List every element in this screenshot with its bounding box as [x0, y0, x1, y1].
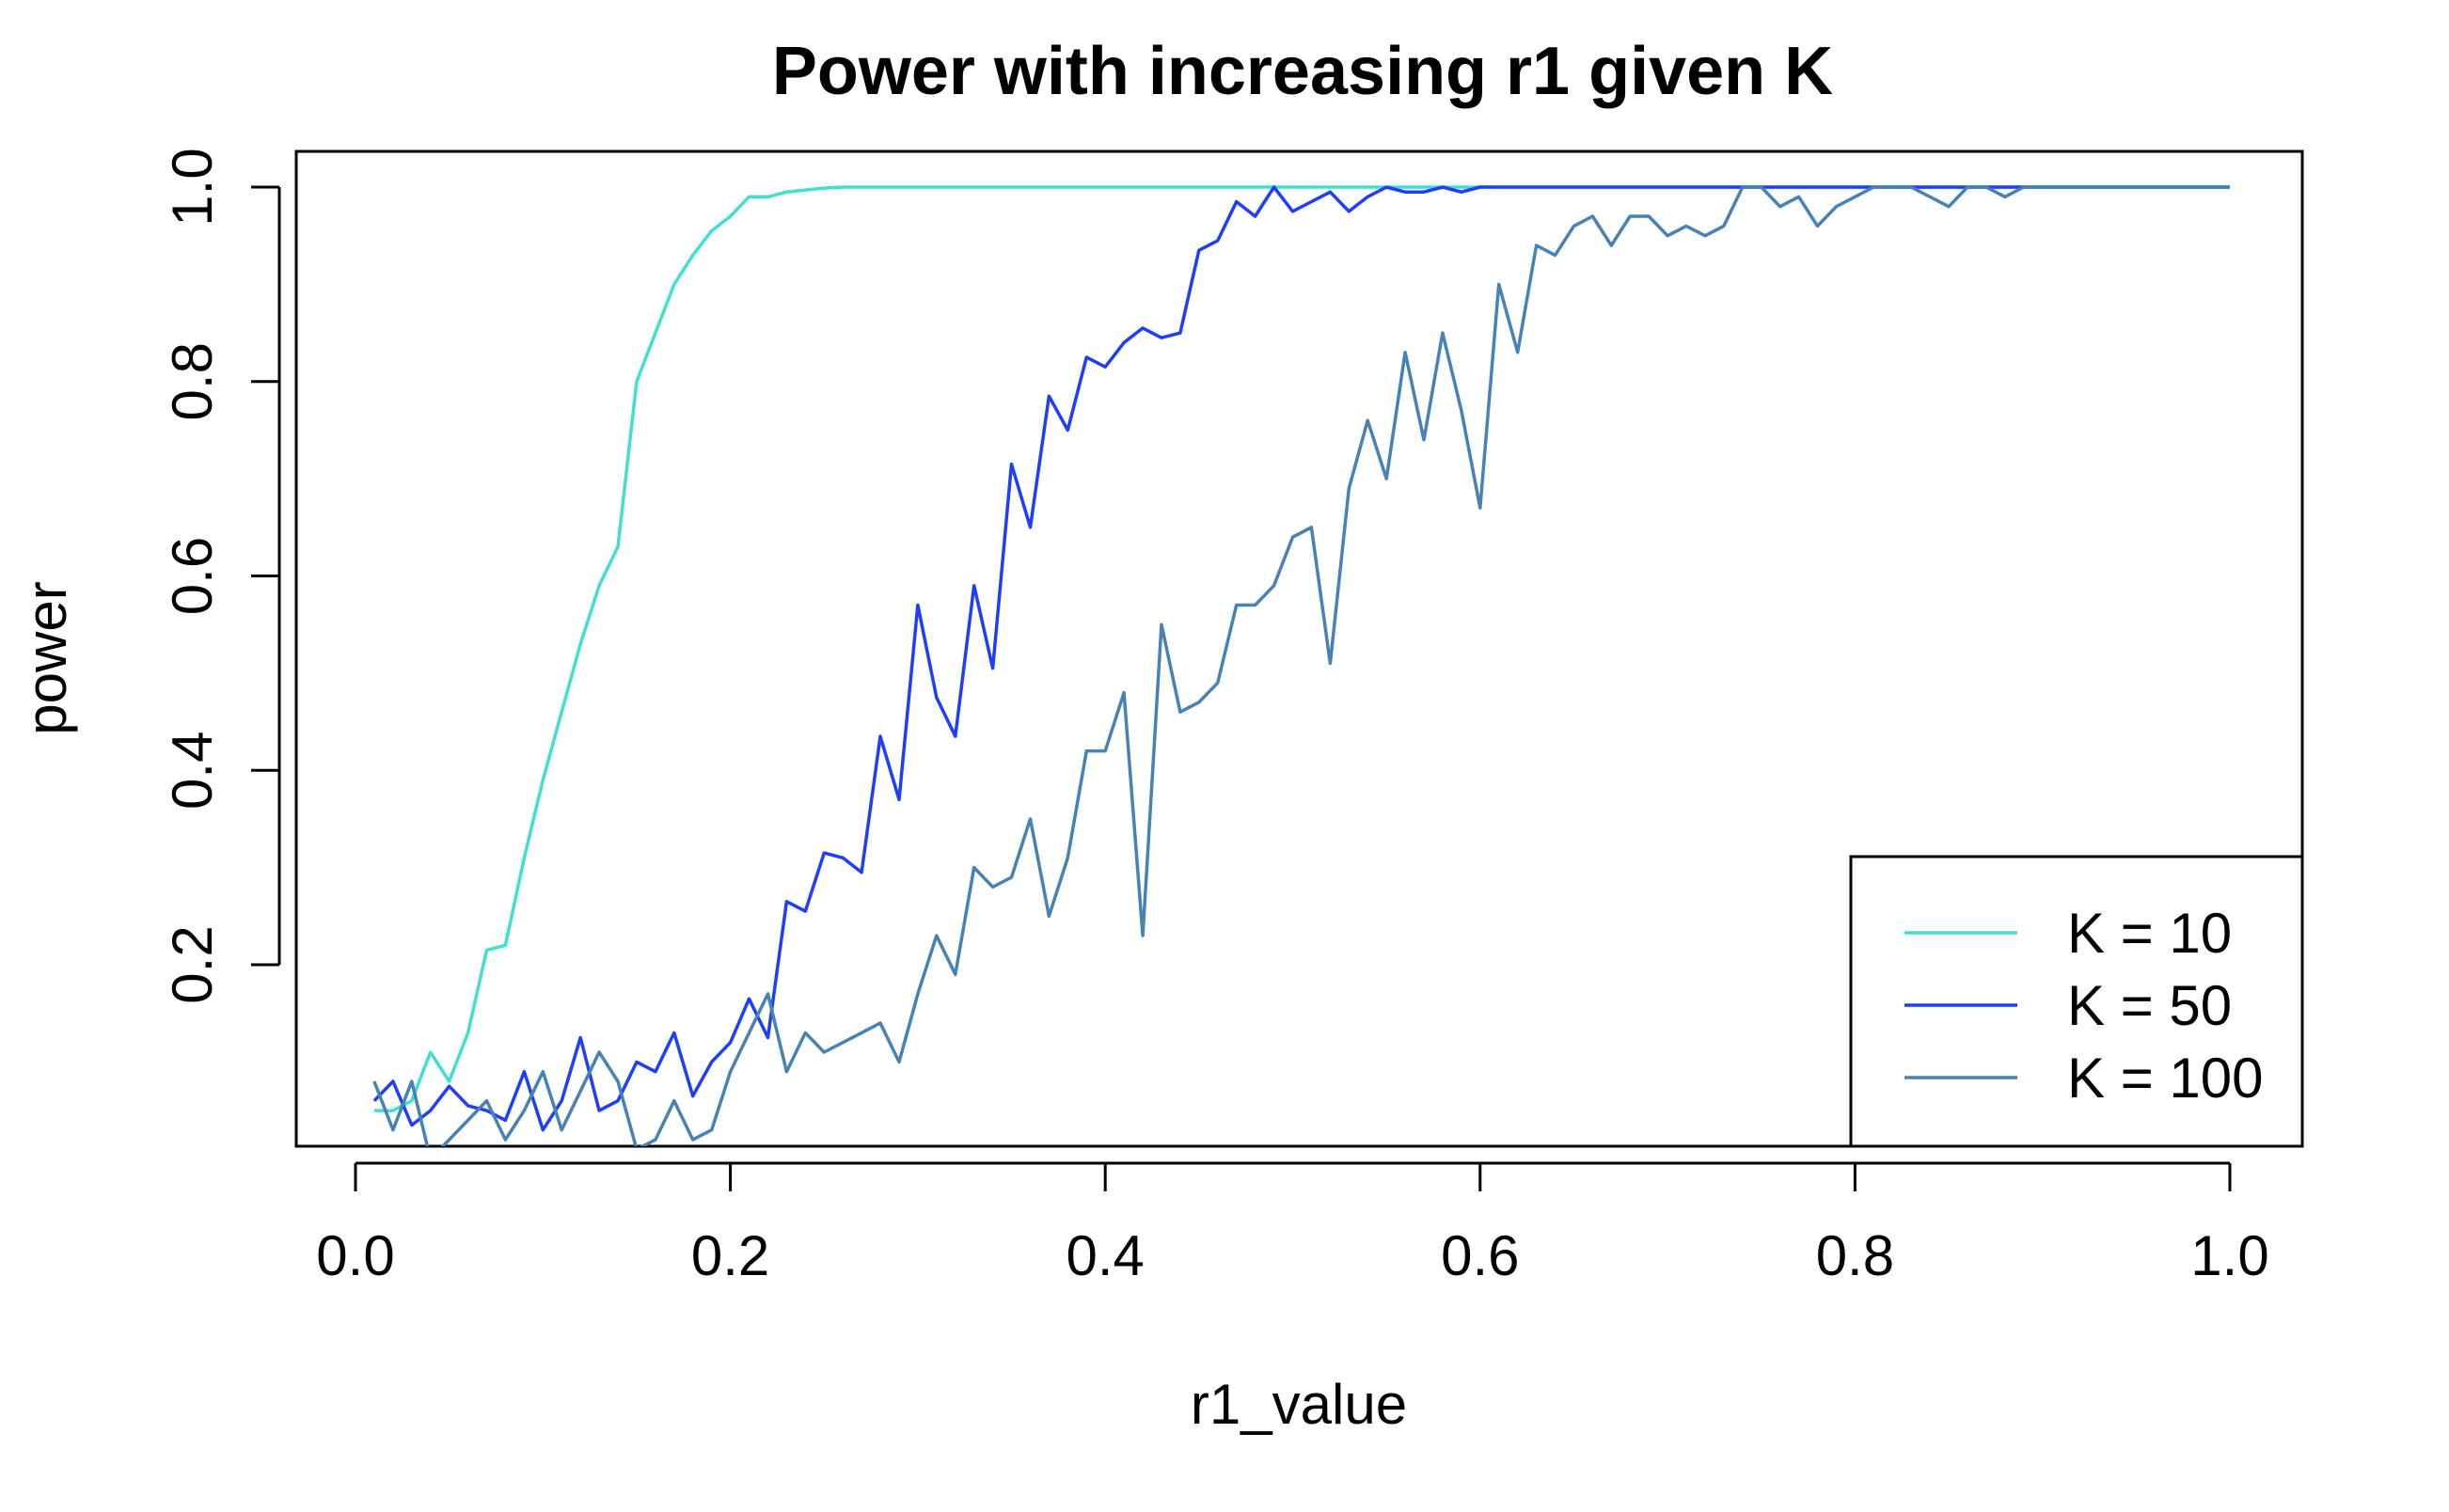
legend-label: K = 100 — [2067, 1047, 2264, 1110]
y-tick-label: 0.6 — [161, 537, 224, 615]
legend: K = 10 K = 50 K = 100 — [1849, 855, 2304, 1148]
legend-label: K = 50 — [2067, 974, 2232, 1037]
x-tick-label: 0.8 — [1816, 1224, 1894, 1287]
x-tick-label: 0.2 — [691, 1224, 769, 1287]
x-tick-label: 1.0 — [2190, 1224, 2268, 1287]
series-line-3 — [372, 185, 2230, 1146]
y-tick-label: 0.2 — [161, 925, 224, 1003]
legend-label: K = 10 — [2067, 902, 2232, 965]
x-tick-label: 0.4 — [1066, 1224, 1144, 1287]
y-tick-label: 0.8 — [161, 342, 224, 420]
legend-box — [1849, 855, 2304, 1148]
y-tick-label: 0.4 — [161, 732, 224, 810]
plot-frame — [294, 150, 2304, 1148]
x-axis-label: r1_value — [1191, 1373, 1407, 1436]
y-axis: 0.2 0.4 0.6 0.8 1.0 — [161, 148, 281, 1004]
x-tick-label: 0.0 — [316, 1224, 394, 1287]
chart-title: Power with increasing r1 given K — [772, 34, 1833, 109]
x-tick-label: 0.6 — [1441, 1224, 1519, 1287]
series-line-2 — [372, 185, 2230, 1132]
x-axis: 0.0 0.2 0.4 0.6 0.8 1.0 — [316, 1161, 2269, 1287]
y-axis-label: power — [15, 581, 78, 734]
y-tick-label: 1.0 — [161, 148, 224, 226]
series-lines — [372, 185, 2230, 1146]
series-line-1 — [373, 185, 2230, 1112]
